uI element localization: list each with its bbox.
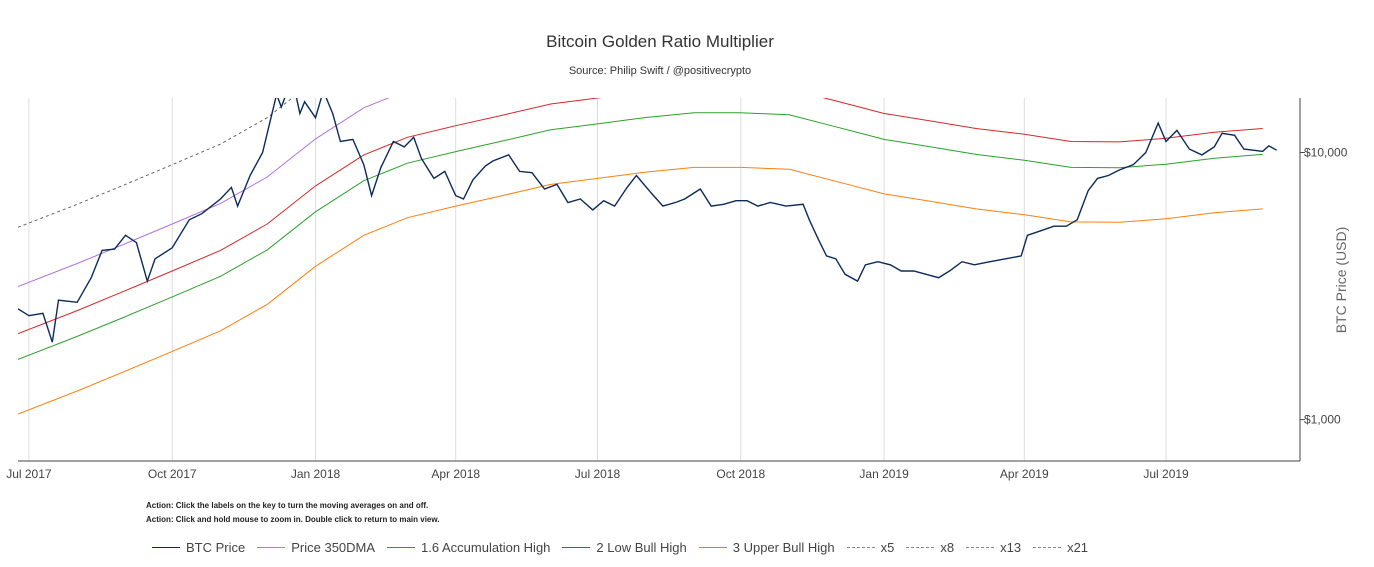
action-note-2: Action: Click and hold mouse to zoom in.…: [146, 515, 440, 524]
legend-swatch: [698, 547, 727, 548]
series-line-1-6-accumulation-high[interactable]: [18, 112, 1263, 360]
legend-label: 3 Upper Bull High: [732, 540, 835, 555]
chart-title: Bitcoin Golden Ratio Multiplier: [546, 32, 774, 51]
legend-item-x5[interactable]: x5: [846, 540, 895, 555]
chart-subtitle: Source: Philip Swift / @positivecrypto: [568, 65, 752, 77]
axes: [18, 98, 1301, 462]
y-tick-label: $1,000: [1304, 413, 1341, 427]
legend-label: x13: [1000, 540, 1022, 555]
series-line-btc-price[interactable]: [18, 78, 1277, 343]
legend-label: x8: [940, 540, 955, 555]
x-tick-label: Apr 2018: [431, 467, 480, 481]
x-tick-label: Jul 2017: [6, 467, 52, 481]
legend-item-x21[interactable]: x21: [1033, 540, 1088, 555]
legend-swatch: [152, 547, 180, 548]
x-tick-label: Apr 2019: [1000, 467, 1049, 481]
series-line-x5[interactable]: [18, 80, 316, 228]
legend-label: 2 Low Bull High: [596, 540, 687, 555]
x-axis-ticks: Jul 2017 Oct 2017 Jan 2018 Apr 2018 Jul 2018…: [6, 467, 1189, 481]
y-axis-label: BTC Price (USD): [1333, 227, 1349, 334]
series-line-3-upper-bull-high[interactable]: [18, 40, 1263, 287]
series-line-price-350dma[interactable]: [18, 166, 1263, 415]
legend-label: 1.6 Accumulation High: [421, 540, 551, 555]
legend-swatch: [966, 547, 995, 548]
legend-item-price-350dma[interactable]: Price 350DMA: [257, 540, 375, 555]
legend-item-1-6-accumulation-high[interactable]: 1.6 Accumulation High: [387, 540, 550, 555]
legend-item-x8[interactable]: x8: [906, 540, 954, 555]
legend-swatch: [846, 547, 875, 548]
x-tick-label: Jul 2018: [575, 467, 621, 481]
y-tick-label: $10,000: [1304, 146, 1348, 160]
series-line-2-low-bull-high[interactable]: [18, 87, 1263, 335]
legend-item-x13[interactable]: x13: [966, 540, 1021, 555]
x-tick-label: Jul 2019: [1143, 467, 1189, 481]
x-tick-label: Oct 2017: [148, 467, 197, 481]
legend-item-2-low-bull-high[interactable]: 2 Low Bull High: [562, 540, 687, 555]
action-note-1: Action: Click the labels on the key to t…: [146, 501, 429, 510]
legend-swatch: [1033, 547, 1062, 548]
legend-label: Price 350DMA: [291, 540, 376, 555]
legend-label: x21: [1067, 540, 1089, 555]
legend-item-btc-price[interactable]: BTC Price: [152, 540, 245, 555]
grid-lines: [28, 98, 1167, 461]
x-tick-label: Jan 2018: [291, 467, 341, 481]
legend-swatch: [387, 547, 416, 548]
legend-swatch: [257, 547, 286, 548]
series-group[interactable]: [18, 40, 1277, 415]
x-tick-label: Jan 2019: [859, 467, 909, 481]
legend-item-3-upper-bull-high[interactable]: 3 Upper Bull High: [698, 540, 835, 555]
y-axis-ticks: $1,000 $10,000: [1300, 146, 1348, 427]
legend: BTC Price Price 350DMA 1.6 Accumulation Hi…: [152, 540, 1100, 555]
legend-swatch: [562, 547, 591, 548]
legend-label: BTC Price: [186, 540, 246, 555]
x-tick-label: Oct 2018: [716, 467, 765, 481]
legend-swatch: [906, 547, 935, 548]
legend-label: x5: [880, 540, 895, 555]
